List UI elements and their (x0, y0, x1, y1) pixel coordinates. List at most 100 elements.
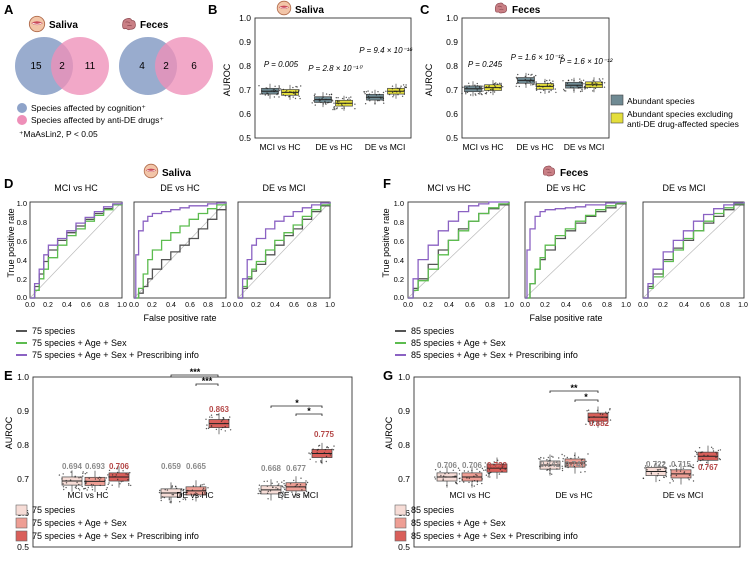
jitter-point (539, 458, 541, 460)
jitter-point (497, 459, 499, 461)
jitter-point (528, 80, 530, 83)
jitter-point (517, 82, 519, 84)
jitter-point (100, 477, 102, 479)
jitter-point (587, 409, 590, 411)
jitter-point (286, 90, 288, 92)
jitter-point (375, 94, 378, 96)
jitter-point (349, 99, 351, 101)
jitter-point (78, 477, 80, 479)
jitter-point (710, 446, 713, 448)
jitter-point (582, 466, 584, 468)
x-tick: 0.2 (147, 302, 157, 309)
x-tick: 0.6 (185, 302, 195, 309)
y-tick: 0.4 (394, 256, 404, 265)
jitter-point (493, 461, 495, 463)
jitter-point (296, 86, 298, 88)
x-tick: DE vs HC (555, 490, 592, 500)
jitter-point (670, 469, 672, 471)
jitter-point (675, 470, 678, 472)
jitter-point (312, 448, 314, 450)
jitter-point (193, 494, 196, 496)
value-label: 0.706 (462, 461, 483, 470)
panel-b-y-ticks: 1.0 0.9 0.8 0.7 0.6 0.5 (239, 13, 251, 143)
jitter-point (551, 455, 553, 457)
jitter-point (663, 461, 665, 464)
jitter-point (719, 458, 721, 461)
jitter-point (502, 463, 505, 465)
jitter-point (337, 103, 339, 105)
jitter-point (581, 458, 584, 460)
jitter-point (223, 418, 225, 420)
jitter-point (128, 484, 130, 486)
sig-stars: * (295, 398, 299, 408)
jitter-point (388, 93, 391, 96)
legend-label: 75 species + Age + Sex (32, 518, 127, 528)
panel-d: D Saliva MCI vs HC DE vs HC DE vs MCI Tr… (4, 163, 335, 360)
panel-b-letter: B (208, 2, 217, 17)
jitter-point (283, 483, 285, 485)
jitter-point (542, 89, 545, 92)
jitter-point (532, 84, 534, 86)
jitter-point (563, 90, 566, 92)
panel-g-letter: G (383, 368, 393, 383)
jitter-point (62, 486, 65, 488)
jitter-point (715, 451, 717, 454)
x-tick: 1.0 (504, 302, 514, 309)
jitter-point (334, 108, 336, 111)
jitter-point (599, 79, 601, 82)
legend-excluding-label: Abundant species excluding (627, 109, 733, 119)
jitter-point (483, 469, 485, 471)
jitter-point (202, 489, 204, 491)
y-tick: 0.4 (17, 256, 27, 265)
jitter-point (203, 483, 205, 485)
jitter-point (266, 480, 268, 482)
jitter-point (580, 459, 583, 461)
jitter-point (642, 477, 644, 479)
jitter-point (602, 78, 604, 80)
jitter-point (485, 86, 488, 88)
p-value-de-mci: P = 9.4 × 10⁻¹⁶ (359, 46, 413, 55)
roc-diagonal (642, 201, 745, 299)
jitter-point (698, 447, 701, 449)
jitter-point (292, 96, 294, 98)
panel-a-letter: A (4, 2, 14, 17)
jitter-point (656, 469, 659, 471)
jitter-point (458, 469, 461, 471)
jitter-point (229, 416, 231, 418)
jitter-point (300, 85, 302, 87)
jitter-point (456, 483, 458, 485)
feces-icon (494, 2, 508, 14)
jitter-point (259, 93, 261, 95)
jitter-point (345, 96, 347, 99)
jitter-point (475, 86, 477, 88)
jitter-point (348, 97, 350, 99)
jitter-point (297, 90, 300, 93)
jitter-point (663, 476, 665, 479)
jitter-point (323, 452, 326, 454)
jitter-point (314, 93, 316, 95)
jitter-point (493, 85, 496, 87)
jitter-point (275, 487, 277, 489)
y-tick: 1.0 (239, 13, 251, 23)
panel-f-letter: F (383, 176, 391, 191)
jitter-point (274, 85, 276, 88)
legend-label: 85 species + Age + Sex + Prescribing inf… (411, 350, 578, 360)
jitter-point (396, 87, 399, 90)
value-label: 0.863 (209, 405, 230, 414)
jitter-point (561, 467, 564, 470)
jitter-point (104, 479, 106, 481)
jitter-point (701, 463, 703, 466)
jitter-point (566, 82, 569, 85)
jitter-point (586, 87, 588, 89)
x-tick: DE vs MCI (278, 490, 319, 500)
jitter-point (466, 477, 468, 479)
jitter-point (476, 474, 478, 477)
jitter-point (715, 456, 717, 459)
value-label: 0.715 (671, 460, 692, 469)
panel-c: C Feces AUROC 1.0 0.9 0.8 0.7 0.6 0.5 P … (420, 2, 739, 152)
jitter-point (581, 463, 583, 466)
jitter-point (481, 482, 483, 485)
jitter-point (665, 467, 668, 469)
jitter-point (515, 76, 518, 79)
y-tick: 0.9 (398, 406, 410, 416)
